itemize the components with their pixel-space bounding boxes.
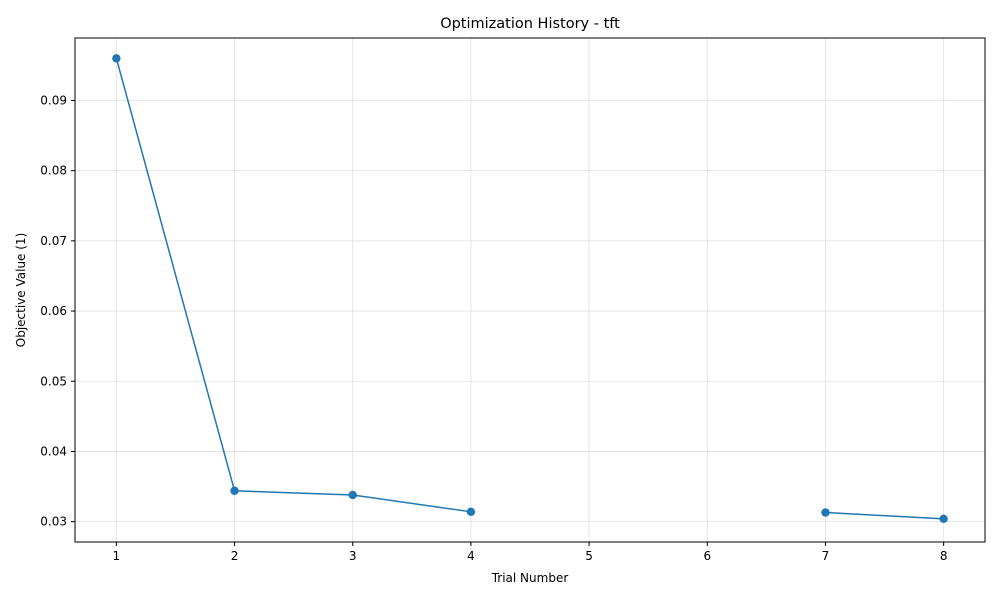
y-tick-label: 0.08 (40, 164, 67, 178)
series-segment-line (115, 58, 472, 513)
x-tick-label: 2 (231, 549, 239, 563)
x-tick-label: 1 (113, 549, 121, 563)
y-tick-label: 0.05 (40, 374, 67, 388)
x-tick-label: 3 (349, 549, 357, 563)
data-point (348, 490, 357, 500)
data-point (939, 514, 948, 524)
y-axis-ticks: 0.03 0.04 0.05 0.06 0.07 0.08 0.09 (40, 93, 75, 529)
grid-lines (75, 38, 985, 542)
x-tick-label: 6 (703, 549, 711, 563)
chart-title: Optimization History - tft (440, 16, 620, 32)
y-tick-label: 0.04 (40, 444, 67, 458)
y-tick-label: 0.09 (40, 93, 67, 107)
x-tick-label: 5 (585, 549, 593, 563)
x-tick-label: 8 (940, 549, 948, 563)
series-segment-line (825, 511, 944, 520)
x-tick-label: 7 (822, 549, 830, 563)
series-line (112, 54, 948, 524)
y-axis-label: Objective Value (1) (14, 233, 28, 347)
data-point (230, 486, 239, 495)
y-tick-label: 0.07 (40, 234, 67, 248)
x-axis-ticks: 1 2 3 4 5 6 7 8 (113, 542, 948, 563)
x-axis-label: Trial Number (491, 571, 569, 585)
y-tick-label: 0.03 (40, 515, 67, 529)
x-tick-label: 4 (467, 549, 475, 563)
data-point (821, 508, 830, 517)
y-tick-label: 0.06 (40, 304, 67, 318)
data-point (112, 54, 121, 63)
plot-frame (74, 37, 986, 543)
data-point (466, 507, 476, 517)
